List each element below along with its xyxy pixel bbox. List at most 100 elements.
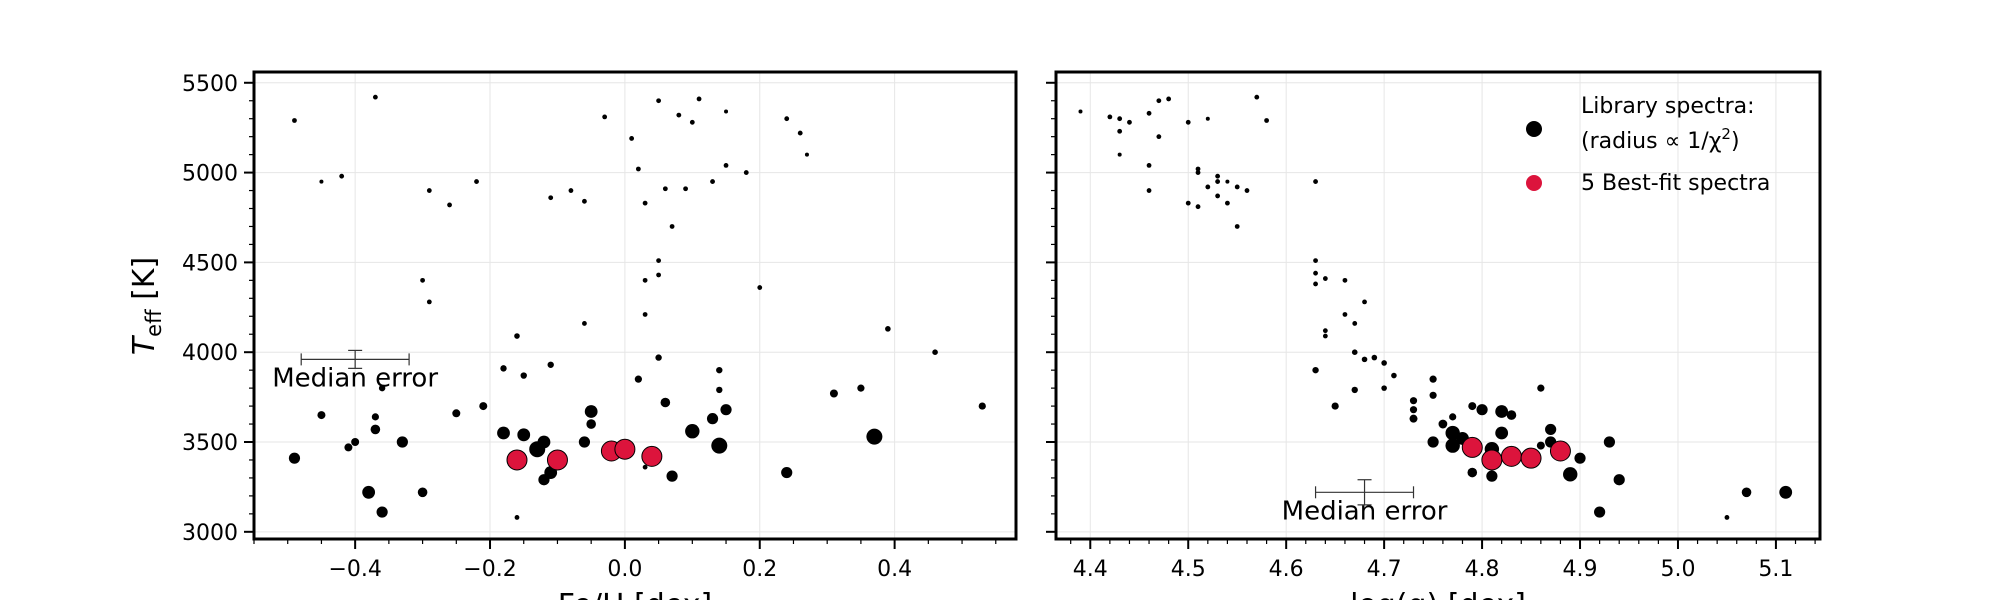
library-point-left-39 (500, 365, 507, 372)
library-point-right-15 (1264, 118, 1269, 123)
x-tick-label-left-4: 0.4 (877, 557, 912, 582)
library-point-right-38 (1322, 328, 1328, 334)
library-point-left-15 (629, 136, 635, 141)
library-point-left-66 (529, 441, 546, 458)
x-tick-label-right-0: 4.4 (1073, 557, 1108, 582)
library-point-right-1 (1107, 114, 1113, 120)
x-tick-label-right-4: 4.8 (1465, 557, 1500, 582)
library-point-left-79 (666, 470, 678, 482)
library-point-left-3 (319, 179, 324, 184)
y-tick-label-0: 3000 (182, 521, 238, 546)
library-point-right-70 (1545, 423, 1557, 436)
library-point-right-52 (1429, 375, 1437, 383)
library-point-right-34 (1342, 277, 1348, 283)
ticks-right: 4.4 4.5 4.6 4.7 4.8 4.9 5.0 5.1 (1046, 81, 1816, 582)
library-point-left-57 (344, 443, 353, 452)
library-point-right-35 (1362, 299, 1367, 305)
library-point-left-56 (351, 438, 360, 447)
library-point-left-23 (710, 179, 715, 184)
library-point-right-66 (1495, 426, 1509, 440)
library-point-right-18 (1215, 173, 1221, 179)
library-point-right-69 (1537, 384, 1545, 392)
library-point-left-46 (829, 389, 838, 398)
library-point-left-55 (396, 436, 408, 448)
library-point-right-54 (1449, 413, 1457, 421)
library-point-left-74 (706, 413, 719, 425)
y-tick-label-5: 5500 (182, 72, 238, 97)
library-point-right-64 (1495, 405, 1509, 418)
best-fit-point-left-3 (614, 438, 636, 460)
library-point-right-23 (1244, 188, 1250, 193)
library-point-right-33 (1322, 276, 1328, 281)
library-point-left-63 (497, 426, 510, 440)
library-point-right-50 (1409, 406, 1418, 414)
library-point-right-40 (1351, 349, 1358, 356)
legend-note-sup: 2 (1721, 125, 1731, 143)
y-axis-label: Teff [K] (127, 257, 166, 355)
legend-note-prefix: (radius ∝ 1/χ (1581, 129, 1722, 154)
best-fit-point-right-3 (1520, 447, 1542, 469)
library-point-right-43 (1381, 360, 1387, 366)
library-point-right-55 (1468, 402, 1477, 411)
library-point-left-28 (804, 152, 809, 157)
library-point-right-68 (1486, 470, 1498, 482)
library-point-left-62 (514, 515, 520, 520)
library-point-right-4 (1117, 152, 1122, 157)
legend-label-library: Library spectra: (1581, 94, 1755, 119)
best-fit-point-left-1 (546, 449, 568, 471)
legend: Library spectra: (radius ∝ 1/χ2) 5 Best-… (1526, 94, 1770, 196)
library-point-right-5 (1127, 119, 1132, 125)
points-right (1078, 94, 1793, 520)
library-point-left-26 (784, 116, 790, 122)
library-point-left-21 (548, 195, 554, 201)
library-point-left-49 (378, 384, 386, 392)
library-point-left-59 (362, 485, 376, 499)
library-point-left-77 (781, 466, 793, 479)
library-point-left-58 (288, 452, 301, 464)
best-fit-point-left-4 (641, 445, 663, 467)
legend-note-suffix: ) (1731, 129, 1740, 154)
library-point-right-57 (1445, 425, 1460, 441)
library-point-right-11 (1146, 188, 1152, 193)
y-tick-label-4: 5000 (182, 162, 238, 187)
y-axis-label-unit: [K] (127, 257, 162, 310)
axes-frame-right (1054, 70, 1822, 541)
library-point-left-44 (716, 366, 723, 374)
library-point-right-32 (1313, 281, 1318, 287)
library-point-left-2 (339, 173, 345, 179)
library-point-right-46 (1351, 386, 1358, 394)
library-point-right-6 (1146, 110, 1152, 116)
library-point-left-75 (720, 404, 732, 416)
library-point-left-42 (655, 354, 662, 361)
library-point-left-5 (447, 202, 452, 208)
legend-label-library-note: (radius ∝ 1/χ2) (1581, 125, 1740, 154)
library-point-right-63 (1476, 404, 1488, 416)
library-point-left-47 (857, 384, 865, 392)
library-point-left-72 (660, 397, 671, 408)
library-point-right-10 (1146, 163, 1152, 168)
library-point-right-65 (1506, 410, 1517, 420)
library-point-left-1 (372, 94, 378, 100)
library-point-left-36 (932, 349, 938, 356)
library-point-right-37 (1352, 321, 1358, 326)
library-point-right-20 (1225, 179, 1230, 184)
y-tick-label-2: 4000 (182, 341, 238, 366)
library-point-right-19 (1215, 179, 1221, 184)
axes-frame-left (252, 70, 1018, 541)
library-point-right-39 (1322, 333, 1328, 339)
library-point-right-26 (1185, 200, 1191, 206)
library-point-left-64 (517, 428, 531, 442)
library-point-right-51 (1409, 414, 1418, 423)
library-point-right-60 (1445, 438, 1460, 453)
library-point-left-11 (696, 96, 702, 102)
library-point-left-8 (426, 299, 432, 305)
library-point-left-34 (757, 285, 763, 290)
library-point-left-60 (417, 487, 428, 498)
library-point-left-76 (711, 437, 728, 454)
points-left (288, 94, 986, 520)
library-point-left-68 (538, 474, 550, 486)
x-tick-label-right-1: 4.5 (1171, 557, 1206, 582)
library-point-right-8 (1166, 96, 1172, 102)
library-point-right-0 (1078, 109, 1083, 114)
library-point-left-38 (514, 333, 520, 339)
